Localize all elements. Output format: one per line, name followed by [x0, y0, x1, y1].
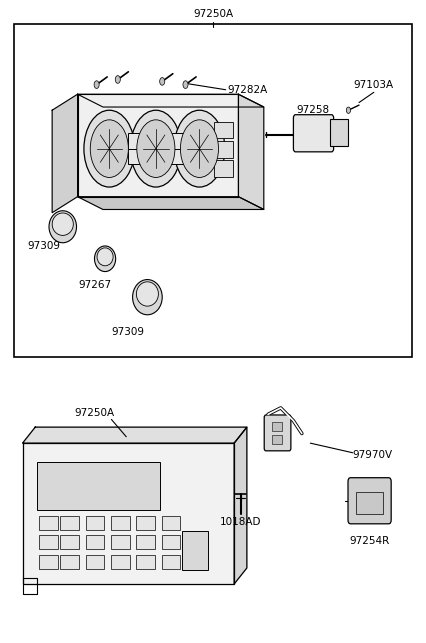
Circle shape: [115, 76, 120, 84]
FancyBboxPatch shape: [182, 531, 208, 570]
FancyBboxPatch shape: [127, 149, 142, 164]
FancyBboxPatch shape: [111, 536, 130, 549]
Text: 97309: 97309: [112, 327, 145, 337]
Text: 97267: 97267: [78, 280, 111, 290]
FancyBboxPatch shape: [272, 435, 282, 444]
FancyBboxPatch shape: [162, 516, 181, 530]
Text: 97282A: 97282A: [228, 85, 268, 95]
FancyBboxPatch shape: [171, 149, 185, 164]
FancyBboxPatch shape: [136, 516, 155, 530]
Circle shape: [84, 110, 135, 187]
FancyBboxPatch shape: [60, 554, 79, 568]
FancyBboxPatch shape: [348, 478, 391, 524]
FancyBboxPatch shape: [127, 133, 142, 149]
Circle shape: [174, 110, 225, 187]
Text: 97103A: 97103A: [354, 80, 394, 90]
FancyBboxPatch shape: [272, 422, 282, 431]
FancyBboxPatch shape: [111, 516, 130, 530]
Ellipse shape: [95, 246, 115, 271]
Polygon shape: [23, 443, 234, 584]
Ellipse shape: [97, 248, 113, 266]
FancyBboxPatch shape: [214, 122, 233, 138]
FancyBboxPatch shape: [214, 141, 233, 158]
Ellipse shape: [136, 282, 158, 306]
Circle shape: [137, 120, 175, 177]
FancyBboxPatch shape: [86, 536, 104, 549]
FancyBboxPatch shape: [136, 536, 155, 549]
FancyBboxPatch shape: [356, 492, 383, 514]
FancyBboxPatch shape: [39, 516, 58, 530]
Circle shape: [130, 110, 181, 187]
FancyBboxPatch shape: [171, 133, 185, 149]
Text: 1018AD: 1018AD: [220, 517, 261, 527]
FancyBboxPatch shape: [60, 536, 79, 549]
FancyBboxPatch shape: [86, 516, 104, 530]
FancyBboxPatch shape: [86, 554, 104, 568]
FancyBboxPatch shape: [111, 554, 130, 568]
Text: 97970V: 97970V: [353, 449, 393, 460]
FancyBboxPatch shape: [39, 536, 58, 549]
Text: 97309: 97309: [27, 242, 60, 251]
Polygon shape: [23, 427, 247, 443]
FancyBboxPatch shape: [136, 554, 155, 568]
Ellipse shape: [52, 213, 73, 235]
Polygon shape: [234, 427, 247, 584]
Circle shape: [94, 81, 99, 89]
FancyBboxPatch shape: [214, 160, 233, 177]
Circle shape: [90, 120, 128, 177]
FancyBboxPatch shape: [264, 415, 291, 451]
Polygon shape: [239, 95, 264, 210]
Polygon shape: [78, 95, 239, 197]
FancyBboxPatch shape: [294, 114, 334, 152]
Circle shape: [160, 78, 165, 86]
FancyBboxPatch shape: [162, 536, 181, 549]
FancyBboxPatch shape: [14, 24, 412, 357]
Ellipse shape: [132, 280, 162, 315]
Text: 97258: 97258: [296, 105, 329, 115]
Text: 97250A: 97250A: [193, 9, 233, 19]
Circle shape: [183, 81, 188, 89]
Text: 97250A: 97250A: [75, 408, 115, 417]
Polygon shape: [78, 197, 264, 210]
FancyBboxPatch shape: [37, 462, 160, 511]
FancyBboxPatch shape: [60, 516, 79, 530]
Polygon shape: [78, 95, 264, 107]
FancyBboxPatch shape: [162, 554, 181, 568]
FancyBboxPatch shape: [330, 119, 348, 146]
FancyBboxPatch shape: [39, 554, 58, 568]
Circle shape: [346, 107, 351, 113]
Circle shape: [181, 120, 219, 177]
Text: 97254R: 97254R: [349, 536, 390, 546]
Polygon shape: [52, 95, 78, 213]
Ellipse shape: [49, 211, 77, 243]
